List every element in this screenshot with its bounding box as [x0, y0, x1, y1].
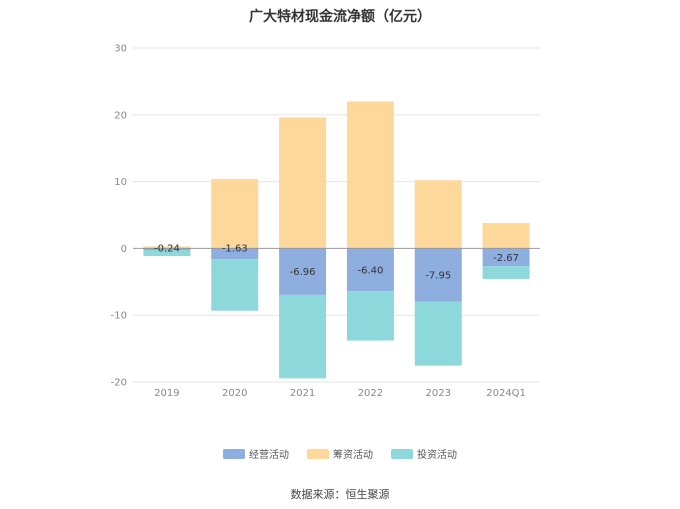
y-tick-label: 10 — [114, 177, 127, 188]
y-tick-label: 30 — [114, 44, 127, 55]
data-label: -6.96 — [290, 267, 316, 278]
bar-investing-2023 — [414, 301, 462, 366]
y-tick-label: 0 — [121, 244, 127, 255]
x-tick-label: 2022 — [358, 388, 383, 399]
bar-operating-2024Q1 — [482, 248, 530, 267]
bar-investing-2021 — [279, 294, 327, 379]
bar-operating-2022 — [346, 248, 394, 292]
chart-legend: 经营活动 筹资活动 投资活动 — [0, 446, 680, 461]
bar-operating-2019 — [143, 248, 191, 251]
y-tick-label: 20 — [114, 110, 127, 121]
legend-item-financing[interactable]: 筹资活动 — [307, 446, 373, 461]
bar-investing-2022 — [346, 291, 394, 341]
chart-title: 广大特材现金流净额（亿元） — [249, 9, 431, 25]
bar-financing-2024Q1 — [482, 223, 530, 249]
data-label: -1.63 — [222, 243, 248, 254]
y-tick-label: -20 — [111, 378, 127, 389]
bar-investing-2019 — [143, 250, 191, 257]
bar-operating-2021 — [279, 248, 327, 295]
x-tick-label: 2019 — [154, 388, 179, 399]
bar-financing-2020 — [211, 178, 259, 249]
legend-label-financing: 筹资活动 — [333, 450, 373, 461]
legend-item-investing[interactable]: 投资活动 — [391, 446, 457, 461]
data-label: -7.95 — [425, 270, 451, 281]
x-tick-label: 2024Q1 — [486, 388, 526, 399]
bar-financing-2019 — [143, 246, 191, 249]
x-tick-label: 2023 — [426, 388, 451, 399]
data-label: -2.67 — [493, 253, 519, 264]
legend-label-operating: 经营活动 — [249, 450, 289, 461]
bar-operating-2020 — [211, 248, 259, 260]
x-tick-label: 2020 — [222, 388, 247, 399]
data-source: 数据来源：恒生聚源 — [290, 488, 390, 501]
legend-swatch-operating — [223, 448, 245, 459]
bar-investing-2024Q1 — [482, 266, 530, 279]
legend-swatch-financing — [307, 448, 329, 459]
bar-investing-2020 — [211, 259, 259, 311]
x-tick-label: 2021 — [290, 388, 315, 399]
bar-financing-2023 — [414, 180, 462, 249]
bar-financing-2022 — [346, 101, 394, 249]
legend-item-operating[interactable]: 经营活动 — [223, 446, 289, 461]
bar-operating-2023 — [414, 248, 462, 302]
bar-financing-2021 — [279, 117, 327, 249]
y-tick-label: -10 — [111, 311, 127, 322]
legend-label-investing: 投资活动 — [417, 450, 457, 461]
data-label: -0.24 — [154, 243, 180, 254]
legend-swatch-investing — [391, 448, 413, 459]
data-label: -6.40 — [357, 265, 383, 276]
